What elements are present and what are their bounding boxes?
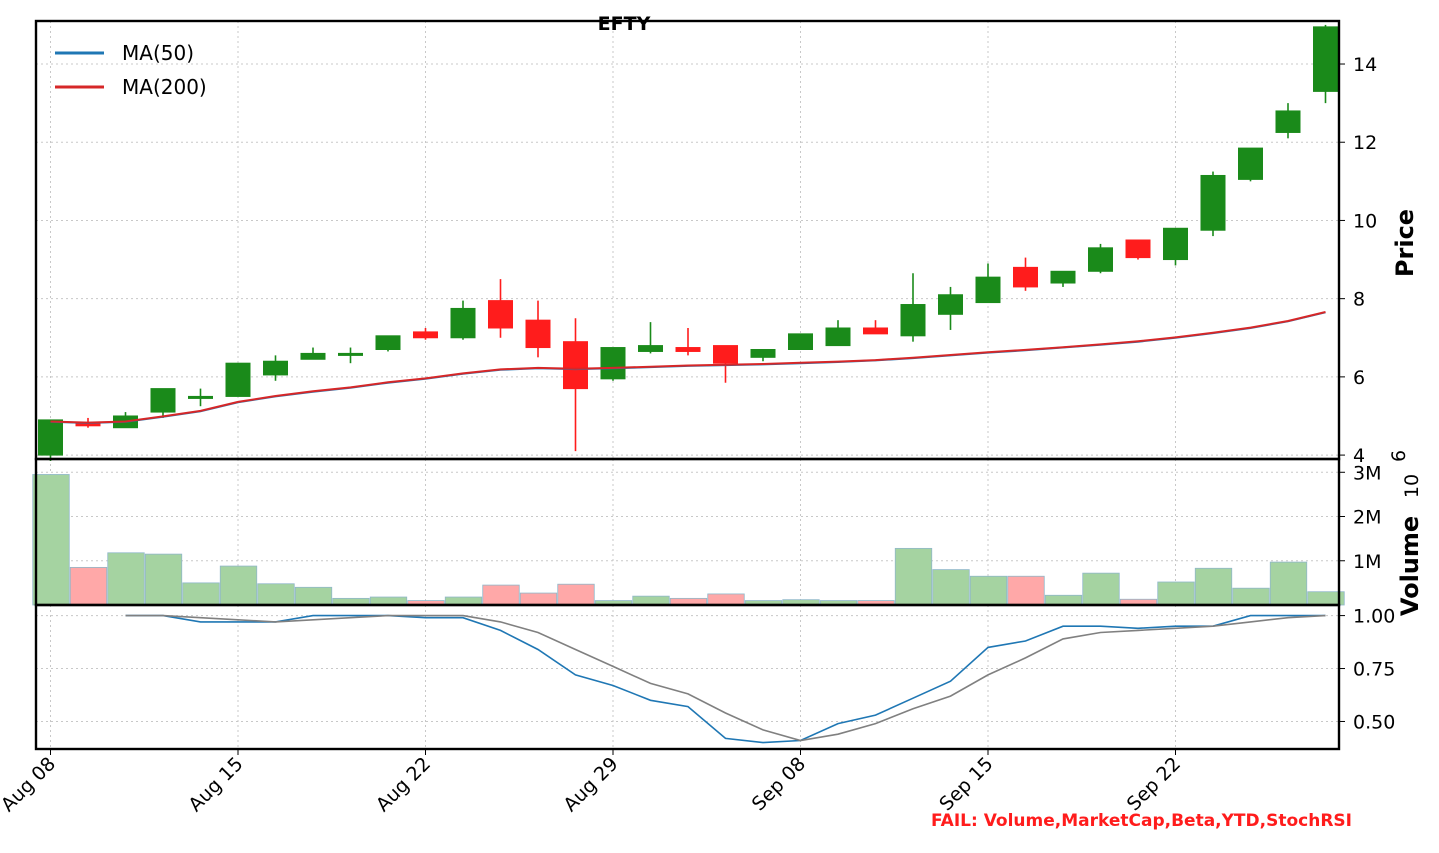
legend-label-ma50: MA(50) (122, 41, 194, 65)
volume-bar (182, 582, 220, 606)
candle-body (1163, 227, 1188, 261)
price-y-tick-label: 12 (1353, 132, 1377, 154)
x-tick-label: Sep 22 (1123, 753, 1185, 815)
candle-body (563, 341, 588, 390)
volume-bar (707, 593, 745, 606)
candle-body (525, 319, 551, 349)
volume-bar (1194, 567, 1233, 606)
chart-title: EFTY (598, 13, 651, 35)
volume-multiplier-exp: 6 (1388, 450, 1410, 462)
candle-body (1050, 270, 1076, 284)
fail-message: FAIL: Volume,MarketCap,Beta,YTD,StochRSI (931, 811, 1352, 831)
candle-body (188, 395, 213, 399)
legend: MA(50) MA(200) (55, 41, 207, 99)
volume-bar (1157, 581, 1195, 606)
volume-bar (32, 474, 70, 606)
volume-bar (1269, 561, 1308, 606)
volume-y-tick-label: 2M (1353, 507, 1381, 529)
x-tick-label: Sep 08 (748, 753, 810, 815)
volume-bar (632, 595, 670, 606)
candle-body (1013, 266, 1038, 288)
candle-body (450, 307, 476, 339)
candle-body (1200, 174, 1226, 231)
volume-bar (932, 569, 970, 606)
candle-body (938, 294, 963, 315)
x-tick-label: Aug 22 (372, 753, 435, 816)
volume-bar (144, 553, 183, 606)
candle-body (75, 423, 101, 427)
candle-body (1238, 147, 1263, 180)
candle-body (263, 360, 288, 376)
ma200-line (50, 311, 1326, 424)
volume-multiplier: 10 6 (1388, 450, 1423, 498)
legend-label-ma200: MA(200) (122, 75, 207, 99)
volume-bar (482, 584, 520, 606)
candle-body (1275, 110, 1301, 133)
oscillator-y-tick-label: 1.00 (1353, 606, 1395, 628)
price-y-tick-label: 8 (1353, 289, 1365, 311)
candle-body (713, 345, 738, 364)
oscillator-panel-frame (34, 603, 1341, 751)
volume-bar (557, 583, 595, 606)
oscillator-y-tick-label: 0.50 (1353, 711, 1395, 733)
price-y-tick-label: 14 (1353, 54, 1377, 76)
candle-body (825, 327, 851, 347)
candle-body (1313, 26, 1338, 92)
volume-bar (1232, 587, 1270, 606)
volume-y-tick-label: 3M (1353, 462, 1381, 484)
x-tick-label: Sep 15 (935, 753, 997, 815)
candle-body (375, 335, 401, 350)
candle-body (300, 352, 326, 360)
candle-body (638, 345, 663, 352)
candle-body (1125, 239, 1151, 259)
candle-body (225, 362, 251, 397)
volume-axis-label: Volume (1396, 516, 1424, 616)
candle-body (150, 388, 176, 413)
price-y-tick-label: 4 (1353, 445, 1365, 467)
candle-body (38, 419, 63, 456)
volume-bar (894, 547, 933, 606)
volume-bar (107, 552, 145, 606)
volume-bar (69, 566, 108, 606)
volume-bar (1044, 594, 1083, 606)
x-tick-label: Aug 29 (559, 753, 622, 816)
candle-body (975, 276, 1001, 304)
price-axis-label: Price (1391, 209, 1419, 277)
volume-bar (257, 583, 295, 606)
candle-body (600, 347, 626, 380)
price-y-tick-label: 6 (1353, 367, 1365, 389)
oscillator-line-gray (125, 614, 1326, 742)
candle-body (675, 347, 701, 352)
price-y-tick-label: 10 (1353, 210, 1377, 232)
candle-body (750, 349, 776, 358)
volume-bar (1007, 575, 1045, 606)
candle-body (338, 352, 363, 356)
candle-body (900, 304, 926, 337)
candle-body (788, 333, 813, 351)
volume-bar (1082, 572, 1120, 606)
candle-body (1088, 247, 1113, 272)
volume-y-tick-label: 1M (1353, 551, 1381, 573)
candle-body (413, 331, 438, 339)
candle-body (863, 327, 888, 335)
volume-bar (219, 565, 258, 606)
candle-body (488, 300, 513, 329)
oscillator-line-blue (125, 614, 1326, 744)
volume-bar (969, 575, 1008, 606)
x-tick-label: Aug 08 (0, 753, 60, 816)
volume-bar (519, 592, 558, 606)
x-tick-label: Aug 15 (184, 753, 247, 816)
oscillator-y-tick-label: 0.75 (1353, 659, 1395, 681)
volume-multiplier-base: 10 (1401, 474, 1423, 498)
volume-bar (294, 586, 333, 606)
